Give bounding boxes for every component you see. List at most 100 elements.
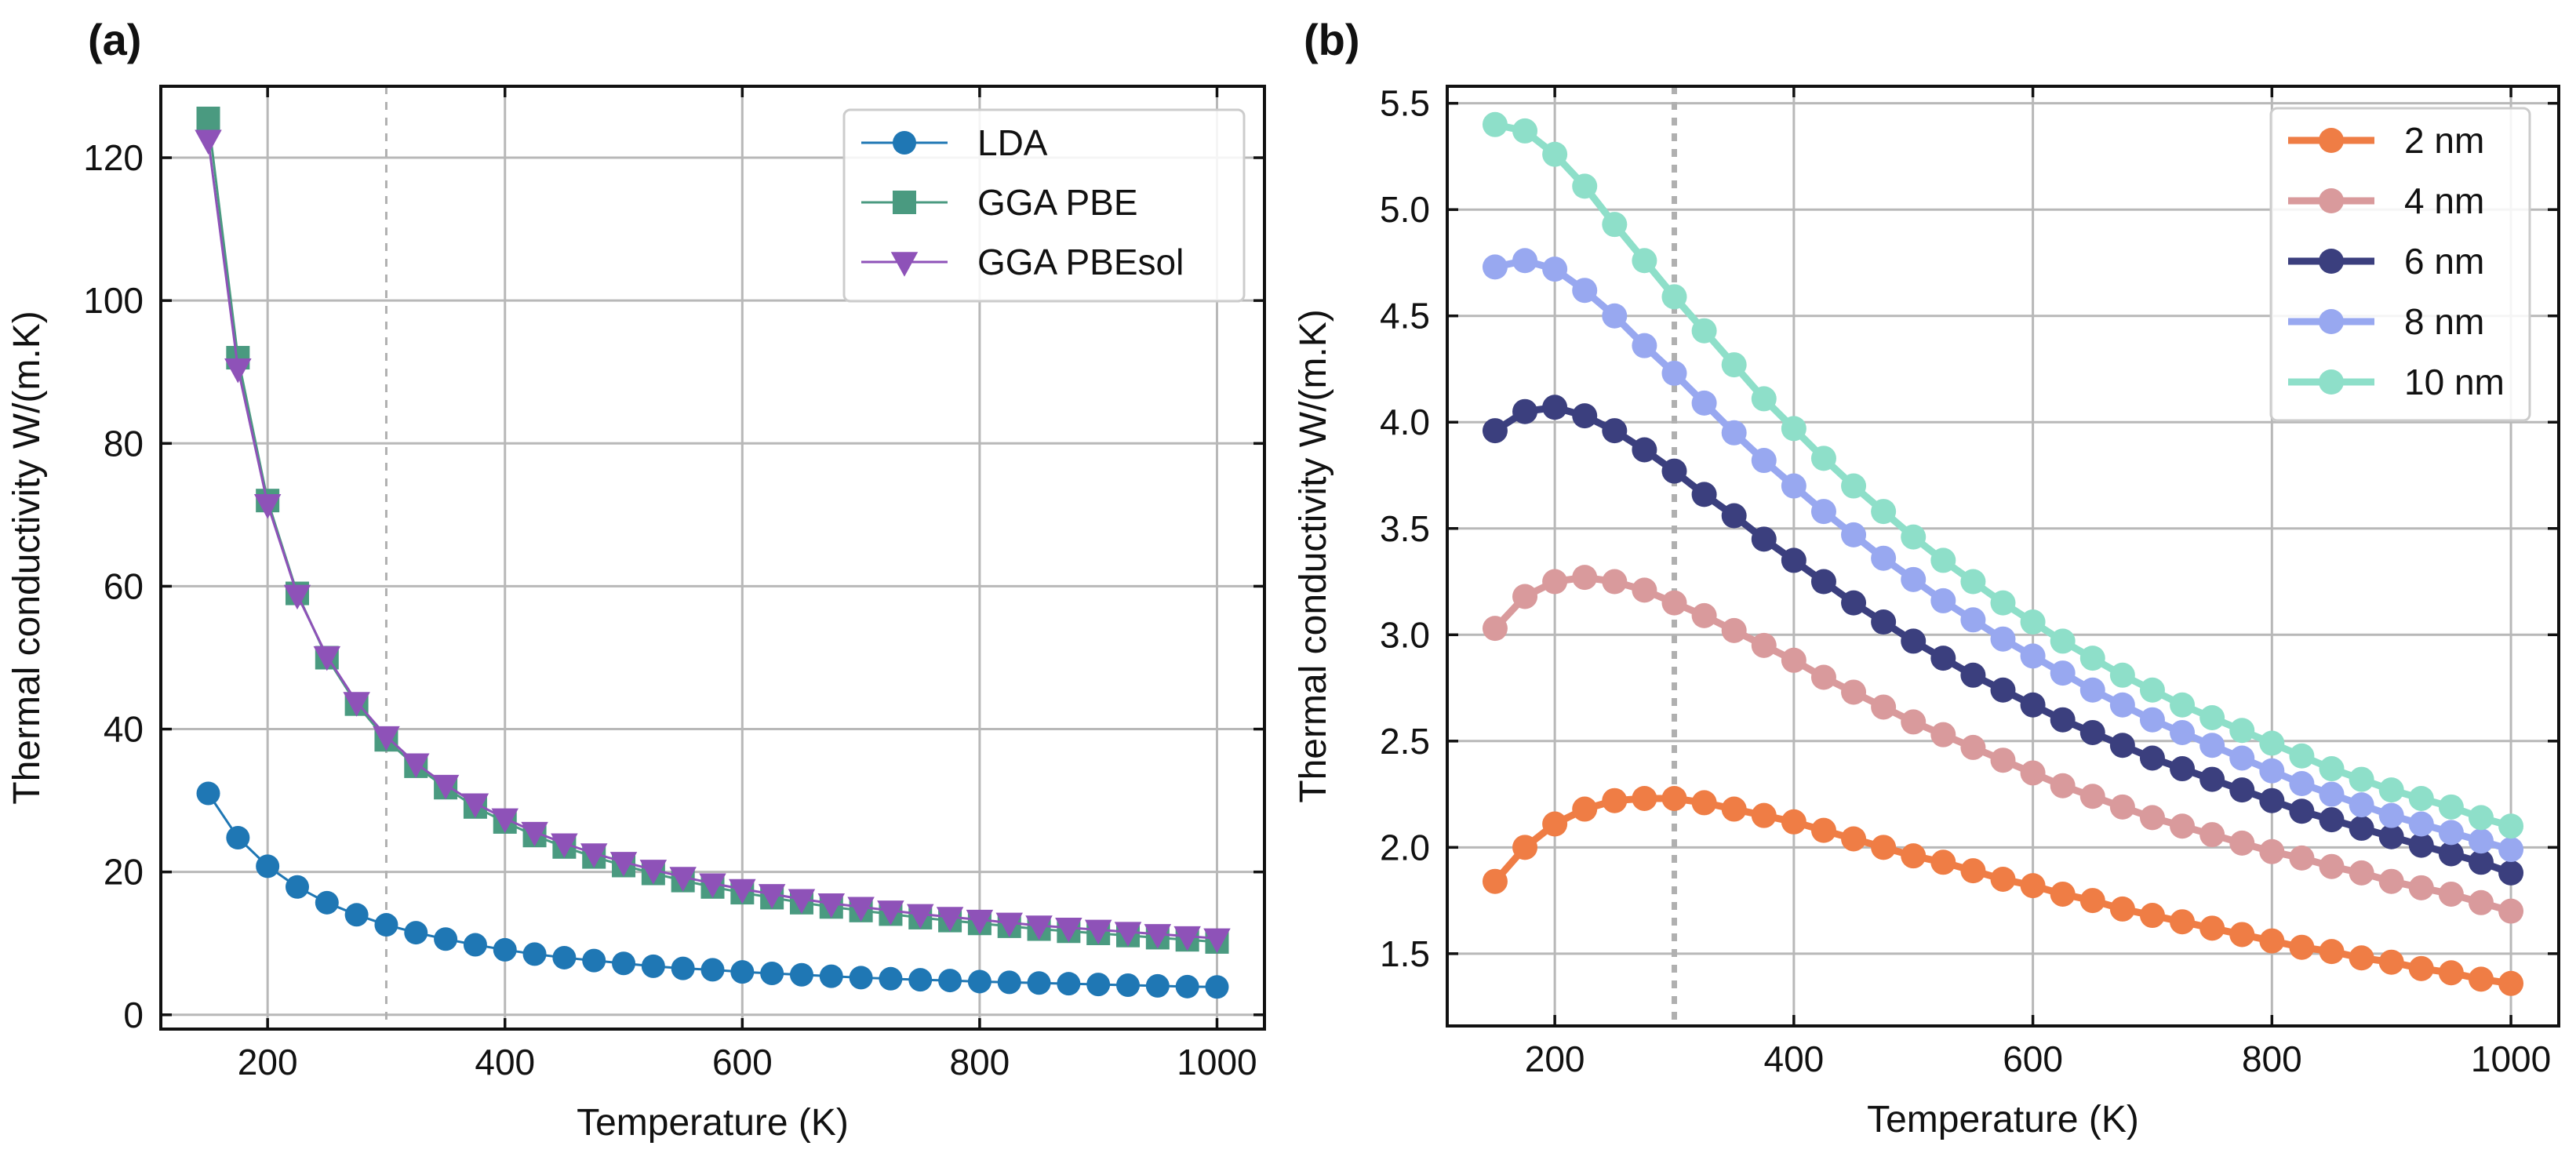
panel-b-ytick-label: 3.5 [1380,508,1430,549]
data-point [434,927,458,951]
data-point [2498,970,2524,996]
panel-a-xlabel: Temperature (K) [577,1102,849,1144]
data-point [819,964,843,988]
data-point [2319,756,2345,782]
data-point [1841,679,1867,705]
data-point [1721,420,1747,446]
data-point [2109,662,2135,688]
data-point [404,921,428,945]
data-point [1512,248,1538,274]
panel-a-series-lda [196,781,1229,999]
data-point [1990,590,2016,616]
data-point [1661,458,1687,484]
data-point [343,692,370,717]
data-point [967,969,991,994]
legend-label: 4 nm [2404,180,2484,221]
data-point [2468,889,2494,915]
data-point [226,825,250,849]
panel-a-ytick-label: 120 [83,137,144,178]
data-point [2259,788,2285,813]
panel-a-xtick-label: 1000 [1177,1042,1257,1082]
data-point [1602,303,1628,329]
data-point [1632,437,1657,463]
data-point [2349,815,2374,841]
data-point [2498,813,2524,839]
data-point [285,875,309,899]
data-point [1721,796,1747,822]
data-point [1930,722,1956,748]
data-point [2438,794,2464,820]
data-point [195,129,222,155]
data-point [2378,868,2404,894]
data-point [1871,835,1897,860]
data-point [2109,733,2135,758]
data-point [2259,838,2285,864]
data-point [1781,647,1806,673]
panel-a-plot-frame [159,85,1266,1031]
data-point [699,873,726,898]
data-point [1661,284,1687,310]
data-point [1810,817,1836,843]
data-point [2079,646,2105,671]
data-point [2468,828,2494,854]
panel-a-ytick-label: 60 [104,566,144,606]
data-point [1542,569,1568,595]
legend-label: GGA PBEsol [977,242,1184,282]
panel-b-series-6-nm [1482,395,2524,886]
data-point [700,958,725,982]
data-point [315,890,339,915]
panel-a-ytick-label: 100 [83,280,144,321]
data-point [1602,569,1628,595]
data-point [2289,934,2315,960]
panel-b-series-8-nm [1482,248,2524,863]
data-point [1960,662,1986,688]
data-point [1602,418,1628,444]
data-point [1602,212,1628,238]
data-point [374,913,398,937]
legend-item: 6 nm [2288,241,2484,282]
legend-label: 2 nm [2404,120,2484,161]
data-point [817,893,846,918]
data-point [402,753,430,779]
data-point [2289,845,2315,871]
data-point [1084,919,1112,945]
data-point [1025,915,1053,940]
data-point [224,358,252,384]
data-point [521,821,548,847]
data-point [2170,909,2196,935]
data-point [1632,577,1657,603]
data-point [2020,609,2046,635]
data-point [2319,853,2345,879]
data-point [938,969,962,993]
data-point [671,956,695,980]
data-point [2079,677,2105,703]
data-point [1057,972,1081,996]
data-point [1632,248,1657,274]
data-point [2498,860,2524,886]
data-point [1901,709,1927,735]
data-point [2109,692,2135,718]
data-point [639,860,668,885]
data-point [1721,503,1747,529]
data-point [1512,398,1538,424]
data-point [1751,526,1777,552]
data-point [1810,569,1836,595]
data-point [1482,868,1508,894]
data-point [641,954,665,978]
data-point [1661,360,1687,386]
data-point [463,933,487,957]
data-point [760,961,784,985]
data-point [283,584,311,610]
data-point [1203,928,1231,954]
data-point [1871,499,1897,525]
data-point [1751,386,1777,412]
data-point [1512,835,1538,860]
data-point [2259,758,2285,784]
data-point [1871,609,1897,635]
data-point [1960,569,1986,595]
panel-b-xlabel: Temperature (K) [1867,1099,2139,1140]
panel-b-xtick-label: 800 [2242,1039,2302,1079]
data-point [2289,771,2315,797]
data-point [2349,792,2374,818]
data-point [1632,785,1657,811]
